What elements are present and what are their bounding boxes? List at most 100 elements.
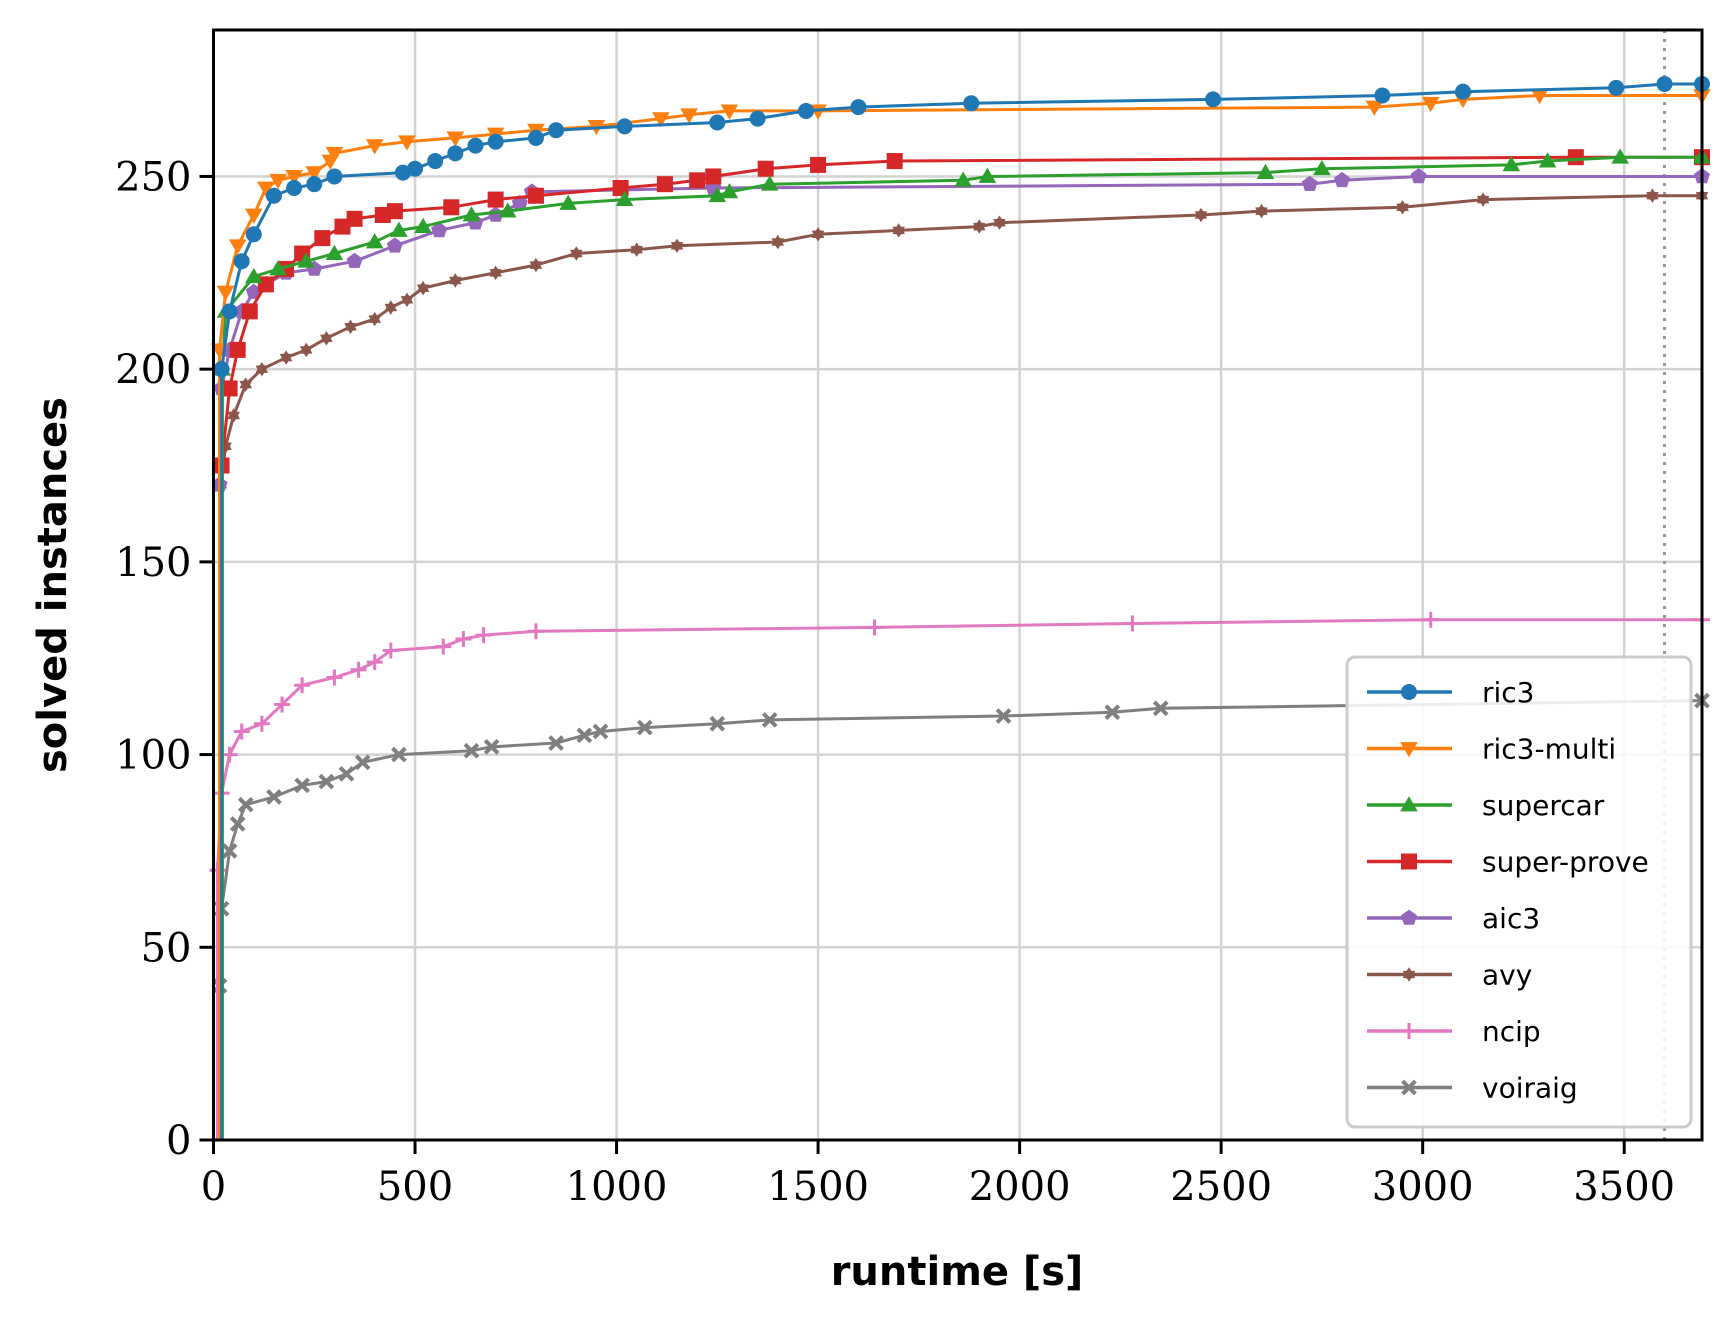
- data-point-supercar: [414, 217, 432, 233]
- data-point-ric3: [286, 180, 303, 197]
- data-point-avy: [255, 362, 269, 377]
- data-point-ric3-multi: [216, 285, 235, 301]
- data-point-voiraig: [391, 746, 407, 763]
- data-point-voiraig: [1104, 704, 1121, 721]
- data-point-voiraig: [294, 777, 310, 794]
- data-point-ric3-multi: [680, 108, 698, 124]
- data-point-ric3: [797, 102, 814, 119]
- data-point-supercar: [365, 233, 384, 249]
- data-point-aic3: [1410, 168, 1427, 184]
- data-point-super-prove: [314, 230, 331, 247]
- data-point-ric3: [1656, 75, 1673, 92]
- legend-item-supercar: supercar: [1367, 789, 1605, 822]
- legend-box: [1345, 655, 1693, 1129]
- data-point-voiraig: [636, 719, 653, 736]
- data-point-supercar: [615, 190, 634, 206]
- data-point-aic3: [346, 252, 363, 268]
- data-point-ncip: [366, 654, 383, 671]
- data-point-avy: [344, 319, 357, 334]
- legend-label: super-prove: [1482, 846, 1649, 879]
- series-ric3: [213, 75, 1710, 1140]
- data-point-voiraig: [237, 796, 254, 813]
- data-point-ric3-multi: [269, 173, 287, 190]
- legend-marker-supercar: [1400, 796, 1418, 812]
- data-point-ric3: [1374, 87, 1391, 104]
- data-point-supercar: [1538, 152, 1557, 168]
- x-tick-label: 1500: [767, 1164, 869, 1210]
- data-point-ric3: [1608, 79, 1625, 96]
- data-point-ric3-multi: [325, 146, 344, 163]
- legend-label: aic3: [1482, 902, 1540, 935]
- legend-marker-ric3: [1401, 684, 1417, 700]
- x-tick-label: 3000: [1372, 1164, 1474, 1210]
- series-line-ncip: [216, 618, 1702, 1140]
- data-point-avy: [227, 408, 240, 423]
- data-point-voiraig: [592, 723, 609, 740]
- data-point-ric3-multi: [285, 170, 303, 186]
- data-point-ncip: [294, 677, 311, 694]
- data-point-ric3: [265, 187, 282, 204]
- x-axis-label: runtime [s]: [831, 1249, 1084, 1295]
- y-tick-label: 50: [141, 925, 192, 971]
- legend-marker-aic3: [1401, 909, 1417, 925]
- data-point-super-prove: [257, 276, 274, 293]
- data-point-supercar: [978, 167, 997, 183]
- data-point-ncip: [382, 642, 399, 659]
- legend-item-ncip: ncip: [1367, 1015, 1541, 1048]
- x-axis-ticks: 0 500 1000 1500 2000 2500 3000 3500: [201, 1140, 1675, 1210]
- data-point-ric3: [326, 168, 343, 185]
- legend-item-ric3-multi: ric3-multi: [1367, 733, 1616, 766]
- y-tick-label: 0: [166, 1118, 191, 1164]
- data-point-avy: [368, 311, 381, 327]
- data-point-ric3-multi: [1421, 96, 1440, 113]
- data-point-ric3-multi: [245, 208, 263, 224]
- data-point-super-prove: [757, 160, 774, 177]
- data-point-ric3: [1205, 91, 1222, 108]
- data-point-avy: [1396, 200, 1409, 215]
- data-point-super-prove: [334, 218, 351, 235]
- data-point-ncip: [221, 746, 238, 763]
- y-axis-label: solved instances: [30, 397, 76, 773]
- x-tick-label: 500: [377, 1164, 453, 1210]
- data-point-super-prove: [386, 203, 403, 220]
- data-point-super-prove: [487, 191, 504, 208]
- data-point-aic3: [386, 237, 403, 253]
- series-super-prove: [213, 149, 1710, 1140]
- data-point-supercar: [297, 252, 316, 268]
- y-tick-label: 200: [115, 347, 191, 393]
- data-point-ric3: [221, 303, 238, 320]
- data-point-avy: [489, 265, 502, 280]
- data-point-ncip: [326, 669, 343, 686]
- data-point-voiraig: [548, 735, 564, 751]
- data-point-ric3: [306, 176, 323, 193]
- data-point-avy: [1476, 192, 1490, 207]
- data-point-voiraig: [995, 708, 1012, 724]
- data-point-supercar: [325, 244, 344, 260]
- data-point-supercar: [498, 202, 517, 218]
- x-tick-label: 2500: [1170, 1164, 1272, 1210]
- data-point-avy: [449, 273, 462, 288]
- data-point-supercar: [245, 267, 263, 284]
- legend-marker-super-prove: [1401, 853, 1417, 870]
- data-point-voiraig: [318, 773, 335, 790]
- data-point-supercar: [390, 221, 408, 237]
- data-point-ncip: [350, 661, 367, 678]
- legend-item-super-prove: super-prove: [1367, 846, 1649, 879]
- data-point-ric3: [213, 361, 230, 378]
- legend-marker-voiraig: [1401, 1079, 1417, 1096]
- series-supercar: [213, 148, 1711, 1140]
- data-point-avy: [384, 300, 398, 315]
- data-point-avy: [993, 215, 1006, 230]
- data-point-supercar: [1313, 159, 1331, 176]
- data-point-voiraig: [483, 739, 500, 755]
- x-tick-label: 2000: [969, 1164, 1071, 1210]
- legend-label: avy: [1482, 959, 1532, 992]
- data-point-avy: [529, 257, 543, 273]
- data-point-avy: [400, 292, 414, 307]
- legend-label: ric3-multi: [1482, 733, 1616, 766]
- series-ncip: [209, 611, 1710, 1140]
- data-point-supercar: [1502, 156, 1521, 172]
- legend-label: supercar: [1482, 789, 1605, 822]
- data-point-voiraig: [463, 742, 480, 759]
- data-point-avy: [1646, 188, 1659, 203]
